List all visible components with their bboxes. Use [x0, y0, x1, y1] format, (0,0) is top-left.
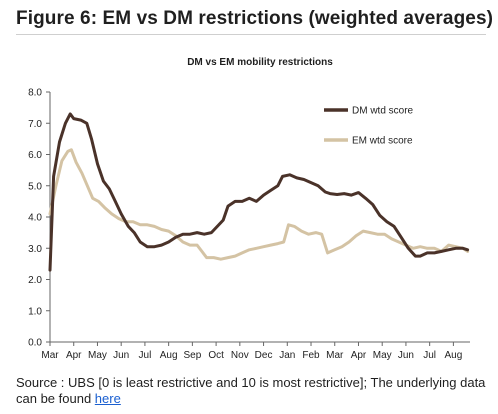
x-tick-label: Oct: [208, 350, 224, 361]
x-tick-label: Jun: [113, 350, 129, 361]
series-line-dm: [48, 112, 470, 272]
x-tick-label: Feb: [302, 350, 320, 361]
source-note: Source : UBS [0 is least restrictive and…: [16, 375, 486, 407]
legend-label-em: EM wtd score: [352, 136, 413, 147]
chart-title: DM vs EM mobility restrictions: [187, 57, 333, 68]
x-tick-label: Jun: [398, 350, 414, 361]
y-tick-label: 1.0: [28, 306, 42, 317]
x-tick-label: Apr: [351, 350, 367, 361]
title-divider: [16, 34, 486, 35]
x-tick-label: Dec: [255, 350, 273, 361]
x-tick-label: May: [88, 350, 107, 361]
x-tick-label: Mar: [41, 350, 59, 361]
line-chart: DM vs EM mobility restrictions 0.0 1.0 2.0 3…: [14, 48, 490, 370]
series-line-em: [48, 148, 470, 261]
chart-svg: DM vs EM mobility restrictions 0.0 1.0 2.0 3…: [28, 57, 470, 361]
y-tick-label: 0.0: [28, 338, 42, 349]
x-tick-label: Aug: [444, 350, 462, 361]
y-tick-label: 4.0: [28, 213, 42, 224]
y-tick-label: 7.0: [28, 119, 42, 130]
x-tick-label: Apr: [66, 350, 82, 361]
source-link[interactable]: here: [94, 391, 121, 406]
y-tick-label: 6.0: [28, 150, 42, 161]
x-tick-label: May: [373, 350, 392, 361]
x-tick-label: Jul: [423, 350, 436, 361]
y-tick-label: 5.0: [28, 181, 42, 192]
x-tick-label: Nov: [231, 350, 249, 361]
y-tick-label: 3.0: [28, 244, 42, 255]
figure-title: Figure 6: EM vs DM restrictions (weighte…: [16, 8, 494, 29]
x-tick-label: Mar: [326, 350, 344, 361]
y-tick-label: 8.0: [28, 88, 42, 99]
x-tick-label: Sep: [183, 350, 201, 361]
x-tick-label: Aug: [160, 350, 178, 361]
x-tick-label: Jul: [139, 350, 152, 361]
y-tick-label: 2.0: [28, 275, 42, 286]
source-text: Source : UBS [0 is least restrictive and…: [16, 375, 486, 406]
legend-label-dm: DM wtd score: [352, 106, 414, 117]
x-tick-label: Jan: [279, 350, 295, 361]
